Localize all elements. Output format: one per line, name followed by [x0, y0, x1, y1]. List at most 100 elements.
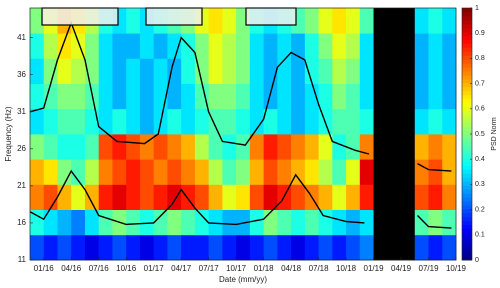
- heatmap-cell: [277, 108, 292, 135]
- colorbar-swatch: [462, 161, 472, 166]
- heatmap-cell: [126, 8, 141, 34]
- heatmap-cell: [373, 234, 388, 261]
- heatmap-cell: [304, 234, 319, 261]
- heatmap-cell: [98, 58, 113, 84]
- heatmap-cell: [208, 234, 223, 261]
- colorbar-swatch: [462, 8, 472, 13]
- heatmap-cell: [318, 58, 333, 84]
- heatmap-cell: [249, 234, 265, 261]
- heatmap-cell: [428, 33, 443, 59]
- heatmap-cell: [263, 134, 278, 160]
- x-tick-label: 10/16: [116, 264, 137, 273]
- heatmap-cell: [373, 159, 388, 185]
- curve: [29, 20, 452, 172]
- heatmap-cell: [98, 83, 113, 110]
- heatmap-cell: [236, 58, 251, 84]
- heatmap-cell: [112, 159, 127, 185]
- y-tick-label: 11: [18, 255, 27, 264]
- heatmap-cell: [57, 108, 72, 135]
- heatmap-cell: [346, 134, 361, 160]
- heatmap-cell: [98, 134, 113, 160]
- heatmap-cell: [318, 134, 333, 160]
- colorbar-swatch: [462, 102, 472, 107]
- heatmap-cell: [304, 159, 319, 185]
- x-tick-label: 07/18: [309, 264, 330, 273]
- heatmap-cell: [291, 184, 306, 210]
- heatmap-cell: [332, 33, 347, 59]
- heatmap-cell: [112, 108, 127, 135]
- heatmap-cell: [43, 33, 58, 59]
- colorbar-swatch: [462, 204, 472, 210]
- heatmap-cell: [387, 83, 402, 110]
- colorbar-swatch: [462, 74, 472, 80]
- heatmap-cell: [222, 8, 237, 34]
- heatmap-cell: [442, 83, 457, 110]
- heatmap-cell: [359, 33, 374, 59]
- heatmap-cell: [277, 234, 292, 261]
- heatmap-cell: [414, 209, 429, 236]
- heatmap-cell: [346, 58, 361, 84]
- heatmap-cell: [222, 234, 237, 261]
- heatmap-cell: [359, 58, 374, 84]
- heatmap-cell: [414, 159, 429, 185]
- heatmap-cell: [167, 159, 182, 185]
- heatmap-cell: [359, 184, 374, 210]
- heatmap-cell: [373, 209, 388, 236]
- heatmap-cell: [139, 134, 155, 160]
- heatmap-cell: [98, 108, 113, 135]
- colorbar-swatch: [462, 153, 472, 159]
- heatmap-cell: [222, 33, 237, 59]
- heatmap-cell: [359, 108, 374, 135]
- heatmap-cell: [346, 33, 361, 59]
- heatmap-cell: [318, 184, 333, 210]
- heatmap-cell: [222, 58, 237, 84]
- heatmap-cell: [414, 83, 429, 110]
- heatmap-cell: [332, 134, 347, 160]
- heatmap-cell: [387, 234, 402, 261]
- heatmap-cell: [43, 134, 58, 160]
- heatmap-cell: [332, 58, 347, 84]
- heatmap-cell: [277, 159, 292, 185]
- heatmap-cell: [57, 184, 72, 210]
- heatmap-cell: [98, 33, 113, 59]
- colorbar-tick-label: 0.2: [475, 206, 485, 213]
- heatmap-cell: [43, 108, 58, 135]
- heatmap-cell: [57, 134, 72, 160]
- colorbar-swatch: [462, 47, 472, 52]
- heatmap-cell: [318, 8, 333, 34]
- heatmap-cell: [126, 83, 141, 110]
- heatmap-cell: [98, 209, 113, 236]
- colorbar-swatch: [462, 256, 472, 261]
- heatmap-cell: [236, 159, 251, 185]
- heatmap-cell: [71, 58, 86, 84]
- x-tick-label: 01/16: [34, 264, 55, 273]
- heatmap-cell: [139, 33, 155, 59]
- heatmap-cell: [291, 108, 306, 135]
- heatmap-cell: [277, 58, 292, 84]
- colorbar-swatch: [462, 118, 472, 123]
- heatmap-cell: [291, 58, 306, 84]
- heatmap-cell: [43, 184, 58, 210]
- heatmap-cell: [414, 134, 429, 160]
- heatmap-cell: [84, 159, 100, 185]
- heatmap-cell: [181, 134, 196, 160]
- heatmap-cell: [84, 33, 100, 59]
- heatmap-cell: [167, 83, 182, 110]
- heatmap-cell: [153, 33, 168, 59]
- colorbar-swatch: [462, 19, 472, 25]
- colorbar-tick-label: 0.5: [475, 131, 485, 138]
- heatmap-cell: [401, 8, 416, 34]
- heatmap-cell: [43, 58, 58, 84]
- x-tick-label: 04/19: [391, 264, 412, 273]
- heatmap-cell: [236, 33, 251, 59]
- colorbar-tick-label: 0: [475, 257, 479, 264]
- heatmap-cell: [428, 209, 443, 236]
- heatmap-cell: [249, 33, 265, 59]
- heatmap-cell: [84, 184, 100, 210]
- heatmap-cell: [194, 184, 210, 210]
- heatmap-cell: [359, 8, 374, 34]
- heatmap-cell: [291, 234, 306, 261]
- colorbar-swatch: [462, 90, 472, 96]
- x-tick-label: 04/18: [281, 264, 302, 273]
- heatmap-cell: [414, 234, 429, 261]
